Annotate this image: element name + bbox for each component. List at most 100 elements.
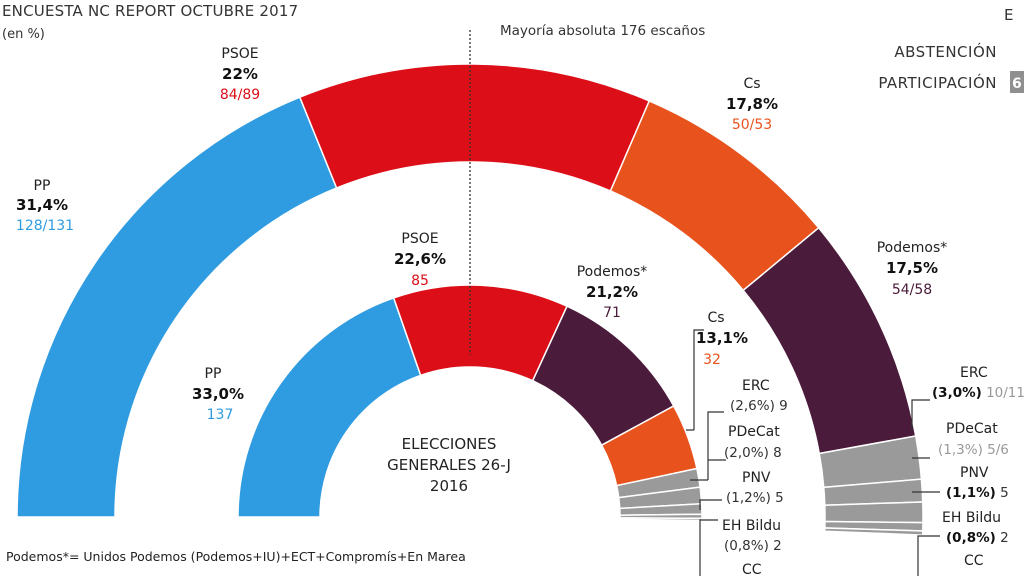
label-2017-cs-name: Cs — [743, 76, 760, 92]
label-2017-ehbildu-pct: (0,8%) — [946, 530, 996, 546]
label-2016-cs-seats: 32 — [703, 352, 721, 368]
label-2017-psoe: PSOE 22% 84/89 — [220, 46, 260, 103]
label-2016-cc: CC — [742, 562, 762, 576]
label-2016-podemos-name: Podemos* — [577, 264, 648, 280]
svg-text:(0,8%) 2: (0,8%) 2 — [724, 538, 782, 554]
label-2016-ehbildu-pct: (0,8%) — [724, 538, 769, 554]
outer-segment-pnv — [824, 501, 924, 524]
label-2016-pdecat-name: PDeCat — [728, 424, 780, 440]
outer-ring-2017 — [16, 63, 924, 536]
label-2017-podemos-pct: 17,5% — [886, 259, 938, 277]
label-2017-podemos: Podemos* 17,5% 54/58 — [877, 240, 948, 298]
outer-labels: PP 31,4% 128/131 PSOE 22% 84/89 Cs 17,8%… — [16, 46, 1024, 576]
label-2016-pdecat-pct: (2,0%) — [724, 445, 769, 461]
outer-leader-lines — [911, 399, 940, 576]
label-2017-cs-pct: 17,8% — [726, 95, 778, 113]
label-2016-ehbildu-name: EH Bildu — [722, 518, 781, 534]
label-2016-cc-name: CC — [742, 562, 762, 576]
label-2016-podemos-pct: 21,2% — [586, 283, 638, 301]
label-2016-ehbildu-seats: 2 — [773, 538, 782, 554]
label-2016-psoe-name: PSOE — [401, 231, 438, 247]
label-2016-erc-seats: 9 — [779, 398, 788, 414]
label-2017-psoe-pct: 22% — [222, 65, 258, 83]
label-2016-erc-name: ERC — [742, 378, 770, 394]
turnout-header-letter: E — [1004, 6, 1014, 24]
center-label: ELECCIONES GENERALES 26-J 2016 — [387, 435, 511, 495]
svg-text:(2,6%) 9: (2,6%) 9 — [730, 398, 788, 414]
label-2017-pdecat-seats: 5/6 — [987, 442, 1009, 458]
label-2016-pnv-seats: 5 — [775, 490, 784, 506]
chart-subtitle: (en %) — [2, 27, 45, 42]
label-2017-pdecat: PDeCat (1,3%) 5/6 — [938, 421, 1009, 458]
label-2016-pdecat: PDeCat (2,0%) 8 — [724, 424, 782, 461]
label-2016-cs: Cs 13,1% 32 — [696, 310, 748, 368]
label-2016-podemos: Podemos* 21,2% 71 — [577, 264, 648, 321]
label-2017-cc-name: CC — [964, 553, 984, 569]
label-2017-erc-name: ERC — [960, 365, 988, 381]
label-2017-erc-seats: 10/11 — [986, 385, 1024, 401]
label-2017-psoe-seats: 84/89 — [220, 87, 260, 103]
label-2016-psoe-seats: 85 — [411, 273, 429, 289]
label-2017-ehbildu: EH Bildu (0,8%) 2 — [942, 510, 1009, 546]
inner-ring-2016 — [237, 284, 703, 522]
label-2016-cs-pct: 13,1% — [696, 329, 748, 347]
label-2016-pnv-pct: (1,2%) — [726, 490, 771, 506]
label-2017-pp-seats: 128/131 — [16, 218, 74, 234]
label-2016-podemos-seats: 71 — [603, 305, 621, 321]
label-2016-erc: ERC (2,6%) 9 — [730, 378, 788, 414]
label-2016-psoe: PSOE 22,6% 85 — [394, 231, 446, 289]
label-2016-pnv: PNV (1,2%) 5 — [726, 470, 784, 506]
participacion-box — [1010, 71, 1024, 93]
svg-text:(1,2%) 5: (1,2%) 5 — [726, 490, 784, 506]
majority-label: Mayoría absoluta 176 escaños — [500, 23, 705, 39]
svg-text:(1,3%) 5/6: (1,3%) 5/6 — [938, 442, 1009, 458]
center-label-line-3: 2016 — [430, 477, 468, 495]
label-2017-podemos-name: Podemos* — [877, 240, 948, 256]
footnote: Podemos*= Unidos Podemos (Podemos+IU)+EC… — [6, 549, 466, 564]
inner-segment-cc — [619, 517, 703, 522]
label-2017-pnv-seats: 5 — [1000, 485, 1009, 501]
label-2017-pdecat-pct: (1,3%) — [938, 442, 983, 458]
label-2017-erc-pct: (3,0%) — [932, 385, 982, 401]
center-label-line-1: ELECCIONES — [402, 435, 497, 453]
label-2017-pnv-name: PNV — [960, 465, 989, 481]
participacion-label: PARTICIPACIÓN — [878, 73, 997, 92]
label-2017-pdecat-name: PDeCat — [946, 421, 998, 437]
label-2016-pp-pct: 33,0% — [192, 385, 244, 403]
label-2017-pp: PP 31,4% 128/131 — [16, 178, 74, 234]
svg-text:(0,8%) 2: (0,8%) 2 — [946, 530, 1009, 546]
center-label-line-2: GENERALES 26-J — [387, 456, 511, 474]
label-2017-erc: ERC (3,0%) 10/11 — [932, 365, 1024, 401]
svg-text:(2,0%) 8: (2,0%) 8 — [724, 445, 782, 461]
label-2016-erc-pct: (2,6%) — [730, 398, 775, 414]
label-2017-psoe-name: PSOE — [221, 46, 258, 62]
label-2017-cs-seats: 50/53 — [732, 117, 772, 133]
inner-segment-pp — [237, 296, 422, 518]
label-2016-ehbildu: EH Bildu (0,8%) 2 — [722, 518, 782, 554]
label-2016-pp-name: PP — [205, 366, 222, 382]
label-2017-cs: Cs 17,8% 50/53 — [726, 76, 778, 133]
svg-text:(1,1%) 5: (1,1%) 5 — [946, 485, 1009, 501]
label-2017-pnv-pct: (1,1%) — [946, 485, 996, 501]
label-2017-ehbildu-seats: 2 — [1000, 530, 1009, 546]
label-2017-cc: CC — [964, 553, 984, 569]
svg-text:(3,0%) 10/11: (3,0%) 10/11 — [932, 385, 1024, 401]
label-2016-pp: PP 33,0% 137 — [192, 366, 244, 423]
label-2017-pp-name: PP — [34, 178, 51, 194]
label-2017-pp-pct: 31,4% — [16, 196, 68, 214]
inner-labels: PP 33,0% 137 PSOE 22,6% 85 Podemos* 21,2… — [192, 231, 788, 576]
label-2016-cs-name: Cs — [707, 310, 724, 326]
label-2017-podemos-seats: 54/58 — [892, 282, 932, 298]
abstencion-label: ABSTENCIÓN — [894, 42, 997, 61]
label-2017-ehbildu-name: EH Bildu — [942, 510, 1001, 526]
outer-segment-psoe — [298, 63, 651, 192]
inner-leader-lines — [686, 329, 726, 576]
outer-segment-cc — [823, 527, 924, 536]
label-2016-psoe-pct: 22,6% — [394, 250, 446, 268]
label-2016-pdecat-seats: 8 — [773, 445, 782, 461]
label-2017-pnv: PNV (1,1%) 5 — [946, 465, 1009, 501]
chart-title: ENCUESTA NC REPORT OCTUBRE 2017 — [2, 2, 298, 20]
participacion-box-value: 6 — [1012, 76, 1022, 92]
label-2016-pnv-name: PNV — [742, 470, 771, 486]
